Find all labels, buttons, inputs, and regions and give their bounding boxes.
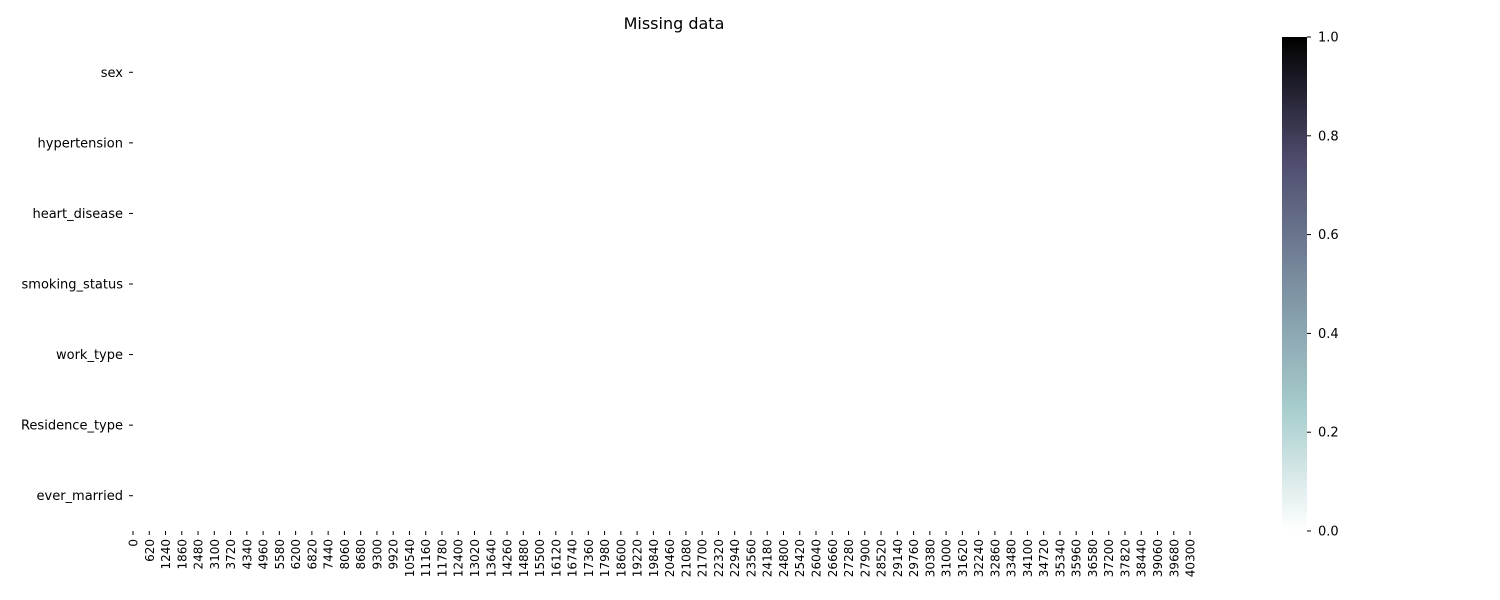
x-tick-label: 7440	[322, 539, 336, 570]
x-tick-label: 620	[143, 539, 157, 562]
x-tick-label: 22940	[728, 539, 742, 577]
x-tick-label: 38440	[1135, 539, 1149, 577]
x-tick-label: 2480	[192, 539, 206, 570]
x-axis: 0 620 1240 1860 2480 3100 3720 4340 4960 5580 6200…	[127, 531, 1198, 577]
x-tick-label: 19220	[631, 539, 645, 577]
x-tick-label: 0	[127, 539, 141, 547]
x-tick-label: 34720	[1037, 539, 1051, 577]
x-tick-label: 32860	[988, 539, 1002, 577]
x-tick-label: 39680	[1167, 539, 1181, 577]
x-tick-label: 23560	[744, 539, 758, 577]
x-tick-label: 21700	[696, 539, 710, 577]
x-tick-label: 35960	[1070, 539, 1084, 577]
colorbar	[1282, 37, 1307, 531]
x-tick-label: 19840	[647, 539, 661, 577]
x-tick-label: 24180	[761, 539, 775, 577]
y-tick-label: ever_married	[37, 489, 124, 504]
x-tick-label: 39060	[1151, 539, 1165, 577]
x-tick-label: 36580	[1086, 539, 1100, 577]
colorbar-axis: 0.0 0.2 0.4 0.6 0.8 1.0	[1307, 31, 1339, 540]
colorbar-tick-label: 0.0	[1318, 525, 1339, 540]
x-tick-label: 17360	[582, 539, 596, 577]
x-tick-label: 13640	[484, 539, 498, 577]
colorbar-tick-label: 0.6	[1318, 228, 1339, 243]
x-tick-label: 4340	[240, 539, 254, 570]
x-tick-label: 40300	[1184, 539, 1198, 577]
x-tick-label: 6200	[289, 539, 303, 570]
x-tick-label: 21080	[679, 539, 693, 577]
x-tick-label: 8680	[354, 539, 368, 570]
x-tick-label: 29760	[907, 539, 921, 577]
heatmap-area	[133, 37, 1206, 531]
y-tick-label: work_type	[56, 348, 123, 363]
x-tick-label: 13020	[468, 539, 482, 577]
x-tick-label: 1240	[159, 539, 173, 570]
colorbar-tick-label: 0.4	[1318, 327, 1339, 342]
x-tick-label: 26660	[826, 539, 840, 577]
x-tick-label: 17980	[598, 539, 612, 577]
x-tick-label: 33480	[1005, 539, 1019, 577]
x-tick-label: 16120	[549, 539, 563, 577]
x-tick-label: 11160	[419, 539, 433, 577]
x-tick-label: 10540	[403, 539, 417, 577]
x-tick-label: 3100	[208, 539, 222, 570]
x-tick-label: 27900	[858, 539, 872, 577]
x-tick-label: 24800	[777, 539, 791, 577]
x-tick-label: 31000	[940, 539, 954, 577]
colorbar-tick-label: 0.8	[1318, 129, 1339, 144]
x-tick-label: 4960	[257, 539, 271, 570]
x-tick-label: 35340	[1053, 539, 1067, 577]
x-tick-label: 8060	[338, 539, 352, 570]
x-tick-label: 28520	[875, 539, 889, 577]
x-tick-label: 12400	[452, 539, 466, 577]
x-tick-label: 25420	[793, 539, 807, 577]
x-tick-label: 34100	[1021, 539, 1035, 577]
x-tick-label: 26040	[810, 539, 824, 577]
colorbar-tick-label: 1.0	[1318, 31, 1339, 46]
colorbar-tick-label: 0.2	[1318, 426, 1339, 441]
x-tick-label: 32240	[972, 539, 986, 577]
x-tick-label: 37200	[1102, 539, 1116, 577]
y-tick-label: hypertension	[38, 136, 123, 151]
x-tick-label: 11780	[435, 539, 449, 577]
x-tick-label: 29140	[891, 539, 905, 577]
x-tick-label: 5580	[273, 539, 287, 570]
x-tick-label: 6820	[305, 539, 319, 570]
x-tick-label: 22320	[712, 539, 726, 577]
x-tick-label: 9920	[387, 539, 401, 570]
x-tick-label: 31620	[956, 539, 970, 577]
x-tick-label: 14260	[501, 539, 515, 577]
x-tick-label: 14880	[517, 539, 531, 577]
x-tick-label: 20460	[663, 539, 677, 577]
y-tick-label: Residence_type	[21, 419, 123, 434]
y-tick-label: smoking_status	[22, 278, 124, 293]
x-tick-label: 15500	[533, 539, 547, 577]
y-tick-label: sex	[101, 66, 124, 81]
x-tick-label: 18600	[614, 539, 628, 577]
x-tick-label: 9300	[370, 539, 384, 570]
y-tick-label: heart_disease	[32, 207, 123, 222]
x-tick-label: 30380	[923, 539, 937, 577]
x-tick-label: 16740	[566, 539, 580, 577]
chart-title: Missing data	[624, 14, 725, 33]
x-tick-label: 1860	[175, 539, 189, 570]
y-axis: sex hypertension heart_disease smoking_stat…	[21, 66, 133, 504]
x-tick-label: 3720	[224, 539, 238, 570]
x-tick-label: 27280	[842, 539, 856, 577]
x-tick-label: 37820	[1118, 539, 1132, 577]
